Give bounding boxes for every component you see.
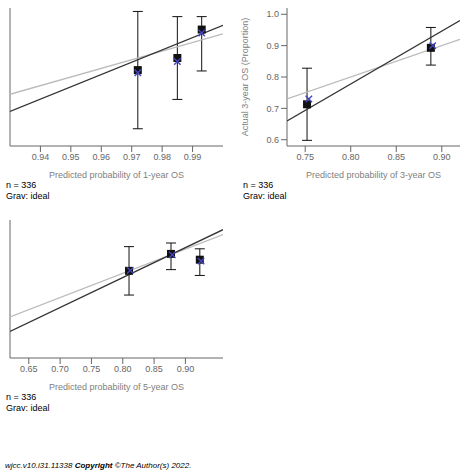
html-text:n = 336: n = 336 [243,180,274,190]
html-text:Grav: ideal: Grav: ideal [6,403,50,413]
html-text:n = 336: n = 336 [6,180,37,190]
svg-text:0.65: 0.65 [20,364,38,374]
svg-text:0.8: 0.8 [266,72,279,82]
svg-text:0.97: 0.97 [123,152,141,162]
html-text:wjcc.v10.i31.11338 Copyright ©: wjcc.v10.i31.11338 Copyright ©The Author… [5,461,192,470]
svg-text:0.99: 0.99 [184,152,202,162]
svg-text:0.94: 0.94 [32,152,50,162]
svg-text:0.98: 0.98 [153,152,171,162]
svg-text:0.90: 0.90 [433,152,451,162]
svg-text:0.75: 0.75 [296,152,314,162]
svg-text:0.7: 0.7 [266,104,279,114]
svg-text:0.85: 0.85 [387,152,405,162]
svg-text:Predicted probability of 5-yea: Predicted probability of 5-year OS [49,382,184,392]
svg-text:0.85: 0.85 [145,364,163,374]
svg-text:Predicted probability of 1-yea: Predicted probability of 1-year OS [49,170,184,180]
html-text:Grav: ideal: Grav: ideal [6,191,50,201]
svg-text:0.6: 0.6 [266,135,279,145]
svg-text:0.9: 0.9 [266,41,279,51]
svg-text:0.80: 0.80 [114,364,132,374]
svg-text:0.96: 0.96 [93,152,111,162]
svg-text:0.70: 0.70 [51,364,69,374]
svg-text:Predicted probability of 3-yea: Predicted probability of 3-year OS [306,170,441,180]
html-text:Grav: ideal: Grav: ideal [243,191,287,201]
svg-text:0.90: 0.90 [177,364,195,374]
svg-text:Actual 3-year OS (Proportion): Actual 3-year OS (Proportion) [240,18,250,137]
svg-text:0.95: 0.95 [62,152,80,162]
svg-text:1.0: 1.0 [266,9,279,19]
html-text:n = 336: n = 336 [6,392,37,402]
svg-text:0.80: 0.80 [342,152,360,162]
svg-text:0.75: 0.75 [83,364,101,374]
